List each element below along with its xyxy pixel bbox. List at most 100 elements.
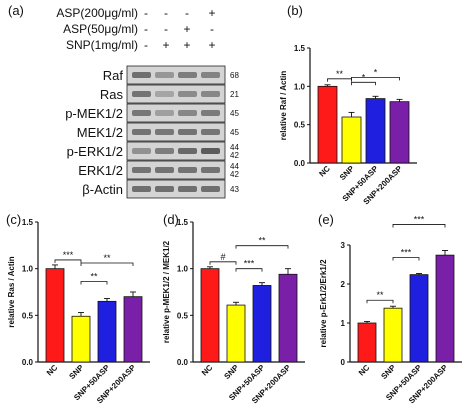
y-tick-label: 1.5 xyxy=(177,218,189,227)
blot-strip xyxy=(126,141,226,161)
y-tick-label: 1.0 xyxy=(22,265,34,274)
blot-band xyxy=(132,110,151,116)
condition-mark: + xyxy=(162,38,169,52)
y-tick-label: 2 xyxy=(341,280,346,289)
blot-band xyxy=(178,148,197,154)
bar xyxy=(389,101,410,164)
bar xyxy=(365,98,386,164)
panel-label-a: (a) xyxy=(8,3,24,18)
blot-band xyxy=(201,129,220,135)
significance-bracket xyxy=(235,268,263,272)
bar xyxy=(341,116,362,164)
blot-strip xyxy=(126,122,226,142)
kda-label: 42 xyxy=(230,170,239,179)
blot-band xyxy=(155,110,174,116)
condition-mark: + xyxy=(183,22,190,36)
chart-pmek-mek: (d) relative p-MEK1/2 / MEK1/2 0.0 0.5 1.0 1.… xyxy=(162,212,305,405)
x-tick-label: NC xyxy=(357,363,372,378)
kda-label: 42 xyxy=(230,151,239,160)
y-tick-label: 3 xyxy=(341,241,346,250)
y-tick-label: 0.5 xyxy=(177,311,189,320)
blot-band xyxy=(132,129,151,135)
y-tick-label: 1.5 xyxy=(22,218,34,227)
significance-label: ** xyxy=(90,272,98,282)
significance-bracket xyxy=(209,261,237,265)
western-blot-panel: (a) ASP(200μg/ml) - - - +ASP(50μg/ml) - - + -SNP(… xyxy=(8,3,239,199)
panel-label: (d) xyxy=(163,212,179,227)
blot-strip xyxy=(126,65,226,85)
bar xyxy=(383,307,403,363)
x-tick-label: SNP xyxy=(379,363,397,381)
protein-label: β-Actin xyxy=(82,182,123,197)
x-tick-label: NC xyxy=(317,164,332,179)
significance-label: ** xyxy=(376,290,384,300)
significance-bracket xyxy=(392,257,420,261)
protein-label: p-ERK1/2 xyxy=(67,144,123,159)
protein-label: Raf xyxy=(103,68,124,83)
significance-label: *** xyxy=(401,247,412,257)
condition-label: SNP(1mg/ml) xyxy=(66,38,138,52)
blot-band xyxy=(155,148,174,154)
blot-band xyxy=(201,72,220,78)
condition-label: ASP(50μg/ml) xyxy=(63,22,138,36)
protein-label: ERK1/2 xyxy=(78,163,123,178)
kda-label: 45 xyxy=(230,109,239,118)
kda-label: 21 xyxy=(230,90,239,99)
chart-ras-actin: (c) relative Ras / Actin 0.0 0.5 1.0 1.5 NC SNP… xyxy=(6,212,150,405)
y-axis-label: relative p-MEK1/2 / MEK1/2 xyxy=(162,240,171,343)
condition-mark: - xyxy=(144,6,148,20)
bar xyxy=(252,285,272,363)
condition-mark: + xyxy=(208,6,215,20)
blot-strip xyxy=(126,160,226,180)
y-tick-label: 0.0 xyxy=(294,159,306,168)
significance-label: *** xyxy=(63,250,74,260)
blot-band xyxy=(178,110,197,116)
blot-band xyxy=(132,91,151,97)
y-tick-label: 0.0 xyxy=(177,358,189,367)
x-tick-label: NC xyxy=(200,363,215,378)
y-axis-label: relative Raf / Actin xyxy=(279,71,288,141)
panel-label: (b) xyxy=(287,3,303,18)
y-tick-label: 0 xyxy=(341,358,346,367)
blot-band xyxy=(132,72,151,78)
y-tick-label: 1.0 xyxy=(294,82,306,91)
bar xyxy=(317,85,338,164)
blot-strip xyxy=(126,84,226,104)
significance-bracket xyxy=(351,76,400,81)
kda-label: 44 xyxy=(230,162,239,171)
protein-label: p-MEK1/2 xyxy=(65,106,123,121)
y-tick-label: 0.5 xyxy=(22,311,34,320)
blot-band xyxy=(132,186,151,192)
condition-mark: - xyxy=(164,22,168,36)
significance-bracket xyxy=(235,245,289,249)
significance-label: *** xyxy=(414,214,425,224)
bar xyxy=(357,322,377,363)
x-tick-label: NC xyxy=(45,363,60,378)
condition-mark: - xyxy=(144,22,148,36)
significance-label: # xyxy=(220,252,225,262)
y-tick-label: 0.5 xyxy=(294,121,306,130)
significance-bracket xyxy=(327,78,352,82)
blot-band xyxy=(155,186,174,192)
condition-label: ASP(200μg/ml) xyxy=(56,6,138,20)
chart-raf-actin: (b) relative Raf / Actin 0.0 0.5 1.0 1.5 NC SNP… xyxy=(279,3,417,206)
blot-strip xyxy=(126,103,226,123)
significance-bracket xyxy=(366,299,394,304)
blot-band xyxy=(178,129,197,135)
y-tick-label: 0.0 xyxy=(22,358,34,367)
blot-band xyxy=(178,91,197,97)
condition-mark: - xyxy=(185,6,189,20)
panel-label: (e) xyxy=(318,212,334,227)
significance-bracket xyxy=(80,281,108,285)
y-tick-label: 1.0 xyxy=(177,265,189,274)
bar xyxy=(123,296,143,363)
blot-band xyxy=(201,91,220,97)
significance-bracket xyxy=(351,81,376,86)
significance-label: ** xyxy=(258,236,266,246)
significance-label: ** xyxy=(103,253,111,263)
y-tick-label: 1.5 xyxy=(294,44,306,53)
condition-mark: - xyxy=(164,6,168,20)
bar xyxy=(278,273,298,363)
panel-label: (c) xyxy=(6,212,21,227)
